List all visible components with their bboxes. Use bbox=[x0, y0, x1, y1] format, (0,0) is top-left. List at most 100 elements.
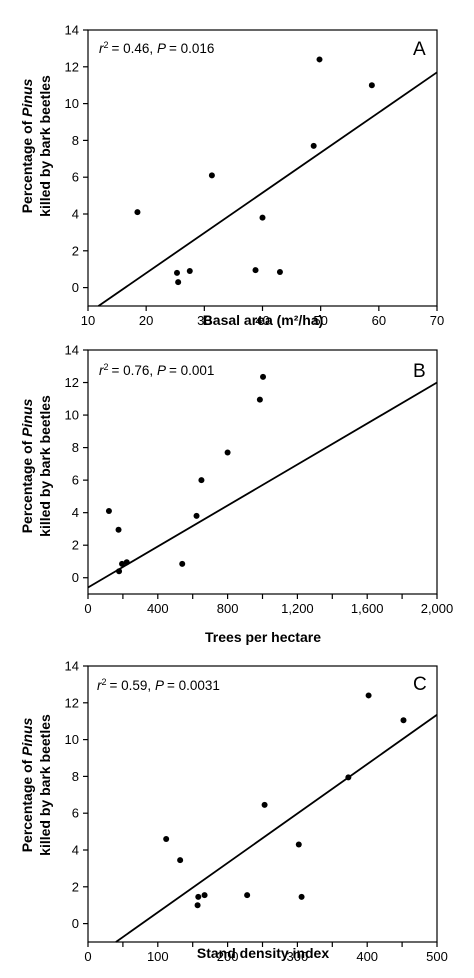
panel-c-ytick-label: 8 bbox=[72, 769, 79, 784]
panel-b-data-point bbox=[198, 477, 205, 484]
panel-c-ytick-label: 4 bbox=[72, 843, 79, 858]
panel-a-data-point bbox=[368, 82, 375, 89]
panel-c-data-point bbox=[244, 892, 251, 899]
panel-c-xlabel: Stand density index bbox=[197, 945, 329, 961]
panel-b-data-point bbox=[105, 508, 112, 515]
panel-c-data-point bbox=[177, 857, 184, 864]
panel-a-ylabel-line2: killed by bark beetles bbox=[37, 75, 53, 217]
panel-b-data-point bbox=[256, 396, 263, 403]
panel-a-data-point bbox=[186, 268, 193, 275]
panel-a-data-point bbox=[208, 172, 215, 179]
panel-b-ytick-label: 2 bbox=[72, 538, 79, 553]
panel-b-ytick-label: 6 bbox=[72, 473, 79, 488]
panel-c-ytick-label: 10 bbox=[65, 732, 79, 747]
panel-a-trendline bbox=[97, 71, 438, 307]
panel-a-ytick-label: 8 bbox=[72, 133, 79, 148]
panel-a-ytick-label: 4 bbox=[72, 207, 79, 222]
panel-b-data-point bbox=[179, 560, 186, 567]
panel-a-xtick-label: 10 bbox=[81, 313, 95, 328]
panel-c-xtick-label: 300 bbox=[287, 949, 309, 964]
panel-c-data-point bbox=[345, 774, 352, 781]
panel-a-ytick-label: 0 bbox=[72, 280, 79, 295]
panel-a-ytick-label: 10 bbox=[65, 96, 79, 111]
panel-c-data-point bbox=[295, 841, 302, 848]
panel-c: Percentage of Pinus killed by bark beetl… bbox=[19, 659, 448, 965]
panel-b-xtick-label: 1,600 bbox=[351, 601, 384, 616]
panel-a-data-point bbox=[310, 142, 317, 149]
panel-c-ytick-label: 12 bbox=[65, 695, 79, 710]
panel-a: Percentage of Pinus killed by bark beetl… bbox=[19, 23, 444, 329]
panel-b-ytick-label: 0 bbox=[72, 570, 79, 585]
panel-b-letter: B bbox=[413, 361, 426, 382]
panel-b-xtick-label: 800 bbox=[217, 601, 239, 616]
panel-b-data-point bbox=[123, 559, 130, 566]
panel-b-data-point bbox=[193, 512, 200, 519]
panel-b-ytick-label: 12 bbox=[65, 375, 79, 390]
panel-a-data-point bbox=[134, 209, 141, 216]
panel-c-xtick-label: 500 bbox=[426, 949, 448, 964]
panel-a-data-point bbox=[175, 279, 182, 286]
panel-b-ylabel: Percentage of Pinus bbox=[19, 398, 35, 533]
panel-a-ytick-label: 12 bbox=[65, 59, 79, 74]
panel-a-data-point bbox=[252, 267, 259, 274]
panel-b-trendline bbox=[87, 381, 438, 589]
panel-c-data-point bbox=[194, 902, 201, 909]
panel-c-letter: C bbox=[413, 674, 427, 695]
panel-a-ytick-label: 14 bbox=[65, 23, 79, 38]
panel-b-xtick-label: 1,200 bbox=[281, 601, 314, 616]
panel-a-xlabel: Basal area (m²/ha) bbox=[203, 312, 324, 328]
panel-c-xtick-label: 0 bbox=[84, 949, 91, 964]
panel-c-stat-label: r2 = 0.59, P = 0.0031 bbox=[97, 677, 220, 693]
panel-a-ytick-label: 6 bbox=[72, 170, 79, 185]
panel-a-xtick-label: 70 bbox=[430, 313, 444, 328]
panel-a-data-point bbox=[173, 269, 180, 276]
panel-c-data-point bbox=[201, 892, 208, 899]
panel-c-xtick-label: 100 bbox=[147, 949, 169, 964]
panel-a-data-point bbox=[276, 268, 283, 275]
panel-b-data-point bbox=[116, 568, 123, 575]
panel-c-ylabel-line2: killed by bark beetles bbox=[37, 714, 53, 856]
panel-b-xtick-label: 400 bbox=[147, 601, 169, 616]
panel-c-ytick-label: 14 bbox=[65, 659, 79, 674]
panel-a-data-point bbox=[259, 214, 266, 221]
panel-a-xtick-label: 30 bbox=[197, 313, 211, 328]
panel-a-letter: A bbox=[413, 39, 426, 60]
panel-a-stat-label: r2 = 0.46, P = 0.016 bbox=[99, 40, 214, 56]
panel-c-xtick-label: 400 bbox=[356, 949, 378, 964]
panel-c-ytick-label: 0 bbox=[72, 916, 79, 931]
panel-a-plot-frame bbox=[87, 29, 438, 307]
panel-b-data-point bbox=[119, 560, 126, 567]
panel-c-data-point bbox=[261, 801, 268, 808]
panel-a-xtick-label: 60 bbox=[372, 313, 386, 328]
panel-c-ytick-label: 6 bbox=[72, 806, 79, 821]
panel-c-ylabel: Percentage of Pinus bbox=[19, 717, 35, 852]
panel-c-data-point bbox=[195, 893, 202, 900]
panel-b-xtick-label: 2,000 bbox=[421, 601, 454, 616]
panel-c-xtick-label: 200 bbox=[217, 949, 239, 964]
panel-b: Percentage of Pinus killed by bark beetl… bbox=[19, 343, 453, 646]
panel-c-data-point bbox=[298, 893, 305, 900]
panel-b-xlabel: Trees per hectare bbox=[205, 629, 321, 645]
panel-c-ytick-label: 2 bbox=[72, 879, 79, 894]
panel-b-ylabel-line2: killed by bark beetles bbox=[37, 395, 53, 537]
panel-a-ytick-label: 2 bbox=[72, 243, 79, 258]
panel-b-data-point bbox=[115, 526, 122, 533]
panel-b-data-point bbox=[260, 373, 267, 380]
panel-c-data-point bbox=[400, 717, 407, 724]
panel-a-xtick-label: 50 bbox=[313, 313, 327, 328]
panel-b-ytick-label: 10 bbox=[65, 408, 79, 423]
panel-c-trendline bbox=[115, 714, 438, 943]
panel-b-data-point bbox=[224, 449, 231, 456]
panel-a-ylabel: Percentage of Pinus bbox=[19, 78, 35, 213]
panel-a-xtick-label: 40 bbox=[255, 313, 269, 328]
panel-b-ytick-label: 8 bbox=[72, 440, 79, 455]
panel-b-ytick-label: 4 bbox=[72, 505, 79, 520]
panel-c-data-point bbox=[365, 692, 372, 699]
panel-b-stat-label: r2 = 0.76, P = 0.001 bbox=[99, 362, 214, 378]
panel-a-xtick-label: 20 bbox=[139, 313, 153, 328]
panel-a-data-point bbox=[316, 56, 323, 63]
panel-c-data-point bbox=[163, 835, 170, 842]
panel-b-xtick-label: 0 bbox=[84, 601, 91, 616]
panel-b-ytick-label: 14 bbox=[65, 343, 79, 358]
